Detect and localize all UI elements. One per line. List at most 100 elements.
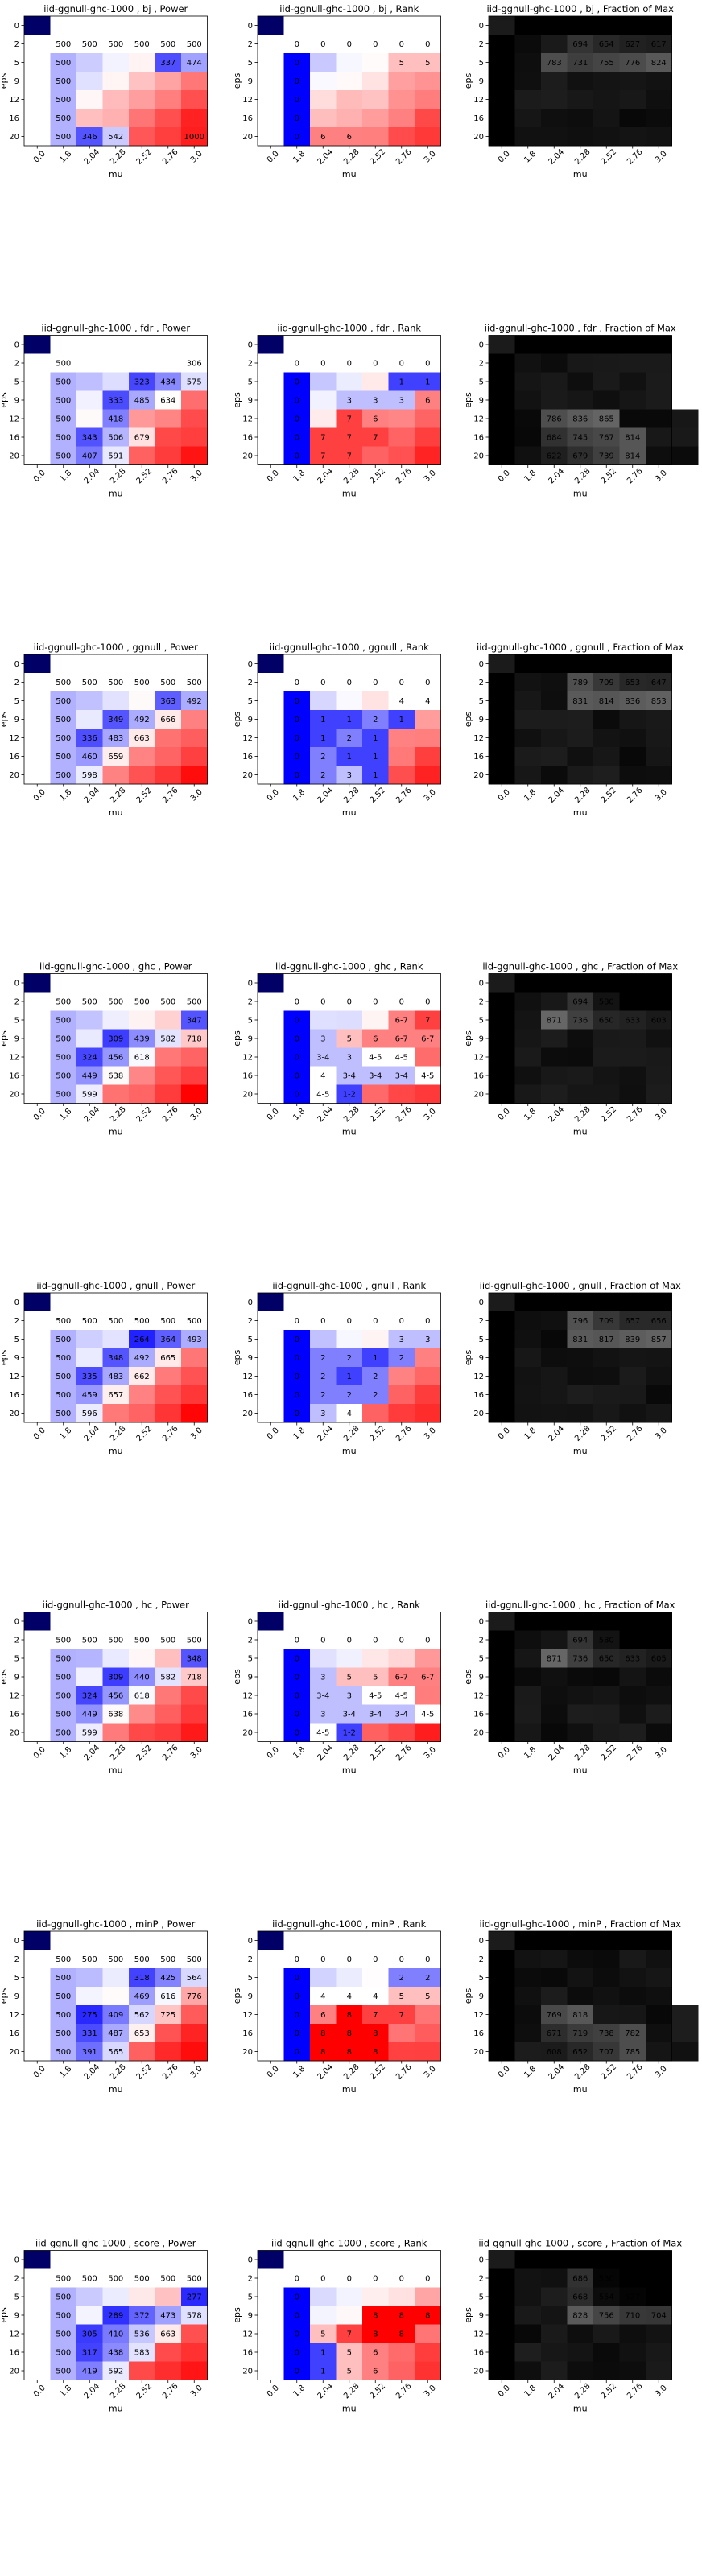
heatmap-cell bbox=[76, 1385, 103, 1405]
cell-label: 324 bbox=[82, 1692, 97, 1701]
heatmap-cell bbox=[155, 973, 182, 993]
heatmap-cell bbox=[129, 1348, 155, 1368]
x-tick-label: 2.52 bbox=[135, 786, 155, 805]
y-tick-label: 0 bbox=[479, 2256, 484, 2265]
y-tick-label: 20 bbox=[242, 771, 253, 780]
heatmap-cell bbox=[567, 1311, 594, 1331]
cell-label: 0 bbox=[295, 2312, 299, 2321]
cell-label: 871 bbox=[547, 1655, 562, 1664]
heatmap-cell bbox=[181, 992, 208, 1011]
cell-label: 736 bbox=[572, 1655, 588, 1664]
heatmap-cell bbox=[415, 1612, 441, 1631]
cell-label: 3 bbox=[347, 1054, 352, 1063]
heatmap-cell bbox=[362, 2268, 389, 2288]
cell-label: 0 bbox=[373, 998, 378, 1007]
x-tick-label: 1.8 bbox=[522, 1745, 538, 1761]
cell-label: 565 bbox=[108, 2048, 123, 2057]
heatmap-cell bbox=[336, 90, 363, 109]
heatmap-cell bbox=[129, 1686, 155, 1705]
heatmap-cell bbox=[593, 2306, 620, 2325]
heatmap-cell bbox=[24, 2287, 51, 2306]
heatmap-cell bbox=[129, 2324, 155, 2343]
heatmap-cell bbox=[489, 2361, 515, 2380]
y-tick-label: 20 bbox=[9, 1410, 19, 1418]
heatmap-cell bbox=[50, 2343, 77, 2362]
cell-label: 596 bbox=[82, 1410, 97, 1418]
y-tick-label: 16 bbox=[242, 1711, 253, 1719]
y-tick-label: 20 bbox=[473, 771, 484, 780]
heatmap-cell bbox=[489, 1348, 515, 1368]
heatmap-cell bbox=[24, 427, 51, 447]
heatmap-cell bbox=[514, 53, 542, 72]
heatmap-cell bbox=[593, 109, 620, 128]
y-tick-label: 16 bbox=[242, 1391, 253, 1400]
heatmap-cell bbox=[362, 1704, 389, 1724]
cell-label: 0 bbox=[425, 679, 430, 687]
heatmap-cell bbox=[489, 1084, 515, 1104]
x-tick-label: 3.0 bbox=[654, 2065, 669, 2080]
heatmap-cell bbox=[619, 1084, 646, 1104]
heatmap-cell bbox=[310, 1931, 337, 1951]
x-tick-label: 0.0 bbox=[497, 1426, 512, 1442]
heatmap-cell bbox=[24, 2005, 51, 2025]
heatmap-cell bbox=[593, 1667, 620, 1686]
y-tick-label: 5 bbox=[479, 1335, 484, 1344]
heatmap-cell bbox=[102, 766, 130, 785]
y-tick-label: 16 bbox=[473, 1711, 484, 1719]
heatmap-cell bbox=[541, 72, 568, 91]
heatmap-cell bbox=[593, 1931, 620, 1951]
heatmap-cell bbox=[50, 1311, 77, 1331]
x-axis-label: mu bbox=[573, 489, 588, 499]
heatmap-cell bbox=[24, 353, 51, 373]
x-tick-label: 1.8 bbox=[58, 788, 73, 803]
chart-title: iid-ggnull-ghc-1000 , hc , Power bbox=[43, 1600, 189, 1611]
cell-label: 0 bbox=[295, 133, 299, 142]
heatmap-cell bbox=[619, 2005, 646, 2025]
heatmap-cell bbox=[388, 973, 415, 993]
heatmap-cell bbox=[258, 446, 284, 465]
heatmap-cell bbox=[283, 673, 311, 692]
cell-label: 3-4 bbox=[395, 1711, 408, 1719]
heatmap-cell bbox=[310, 1348, 337, 1368]
heatmap-cell bbox=[619, 35, 646, 54]
y-tick-label: 12 bbox=[9, 1692, 19, 1701]
cell-label: 500 bbox=[56, 998, 71, 1007]
y-tick-label: 0 bbox=[479, 1937, 484, 1946]
x-tick-label: 2.28 bbox=[109, 2382, 128, 2401]
heatmap-cell bbox=[646, 35, 672, 54]
cell-label: 0 bbox=[399, 998, 404, 1007]
heatmap-cell bbox=[258, 1348, 284, 1368]
x-tick-label: 0.0 bbox=[497, 1745, 512, 1761]
heatmap-cell bbox=[593, 1723, 620, 1742]
heatmap-cell bbox=[283, 654, 311, 674]
heatmap-cell bbox=[258, 1649, 284, 1668]
heatmap-cell bbox=[362, 1367, 389, 1386]
y-tick-label: 12 bbox=[473, 1692, 484, 1701]
heatmap-cell bbox=[415, 1293, 441, 1312]
heatmap-cell bbox=[646, 2042, 672, 2062]
y-tick-label: 9 bbox=[248, 397, 253, 406]
heatmap-cell bbox=[129, 1066, 155, 1085]
heatmap-cell bbox=[362, 2324, 389, 2343]
heatmap-cell bbox=[155, 1066, 182, 1085]
x-tick-label: 0.0 bbox=[266, 1745, 281, 1761]
heatmap-cell bbox=[541, 1612, 568, 1631]
heatmap-cell bbox=[619, 2306, 646, 2325]
heatmap-cell bbox=[258, 409, 284, 428]
x-tick-label: 2.76 bbox=[394, 1424, 414, 1443]
heatmap-cell bbox=[646, 372, 672, 391]
y-tick-label: 0 bbox=[248, 1298, 253, 1307]
heatmap-cell bbox=[50, 2005, 77, 2025]
heatmap-cell bbox=[646, 1404, 672, 1423]
heatmap-cell bbox=[283, 1311, 311, 1331]
y-tick-label: 9 bbox=[14, 716, 19, 724]
heatmap-cell bbox=[489, 2024, 515, 2043]
heatmap-cell bbox=[181, 1987, 208, 2006]
x-axis-label: mu bbox=[109, 1446, 123, 1456]
heatmap-cell bbox=[388, 2343, 415, 2362]
heatmap-cell bbox=[50, 1968, 77, 1988]
heatmap-cell bbox=[646, 1612, 672, 1631]
heatmap-cell bbox=[76, 1404, 103, 1423]
cell-label: 500 bbox=[56, 1410, 71, 1418]
heatmap-cell bbox=[646, 2324, 672, 2343]
